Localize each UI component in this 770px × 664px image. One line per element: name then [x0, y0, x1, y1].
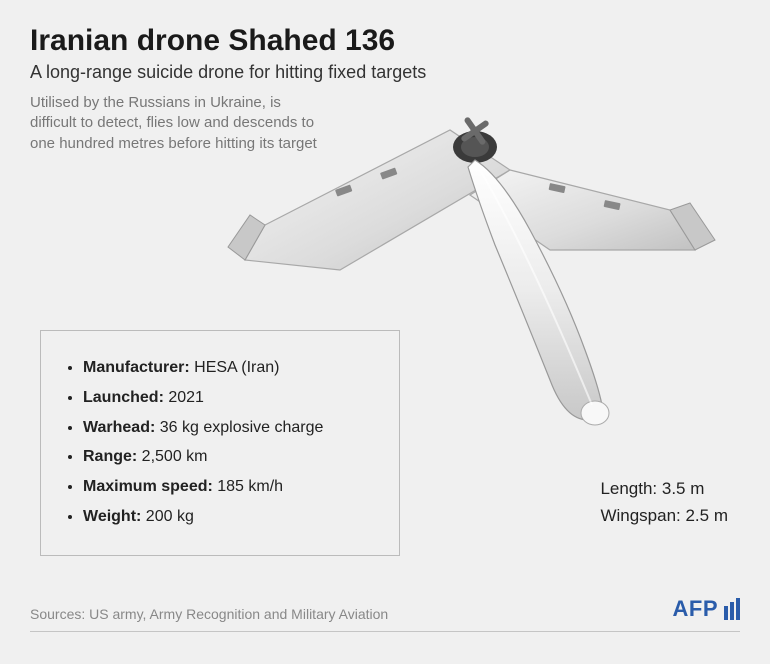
spec-row: Manufacturer: HESA (Iran) — [83, 358, 377, 379]
spec-row: Range: 2,500 km — [83, 447, 377, 468]
specs-list: Manufacturer: HESA (Iran) Launched: 2021… — [69, 358, 377, 528]
dimensions-block: Length: 3.5 m Wingspan: 2.5 m — [600, 475, 728, 529]
spec-label: Range: — [83, 448, 137, 465]
afp-stripes-icon — [724, 598, 740, 620]
length-label: Length: 3.5 m — [600, 475, 728, 502]
afp-logo-text: AFP — [673, 596, 719, 622]
specs-box: Manufacturer: HESA (Iran) Launched: 2021… — [40, 330, 400, 556]
spec-label: Launched: — [83, 389, 164, 406]
spec-label: Maximum speed: — [83, 478, 213, 495]
spec-value: 200 kg — [141, 508, 193, 525]
afp-logo: AFP — [673, 596, 741, 622]
sources-text: Sources: US army, Army Recognition and M… — [30, 606, 388, 622]
spec-value: HESA (Iran) — [190, 359, 280, 376]
spec-value: 36 kg explosive charge — [155, 419, 323, 436]
wingspan-label: Wingspan: 2.5 m — [600, 502, 728, 529]
spec-row: Warhead: 36 kg explosive charge — [83, 418, 377, 439]
spec-label: Warhead: — [83, 419, 155, 436]
spec-label: Weight: — [83, 508, 141, 525]
description-text: Utilised by the Russians in Ukraine, is … — [30, 93, 320, 154]
subtitle: A long-range suicide drone for hitting f… — [30, 62, 740, 83]
spec-label: Manufacturer: — [83, 359, 190, 376]
spec-value: 2,500 km — [137, 448, 207, 465]
footer-divider — [30, 631, 740, 632]
spec-row: Launched: 2021 — [83, 388, 377, 409]
spec-row: Weight: 200 kg — [83, 507, 377, 528]
spec-row: Maximum speed: 185 km/h — [83, 477, 377, 498]
page-title: Iranian drone Shahed 136 — [30, 24, 740, 58]
spec-value: 2021 — [164, 389, 204, 406]
spec-value: 185 km/h — [213, 478, 283, 495]
